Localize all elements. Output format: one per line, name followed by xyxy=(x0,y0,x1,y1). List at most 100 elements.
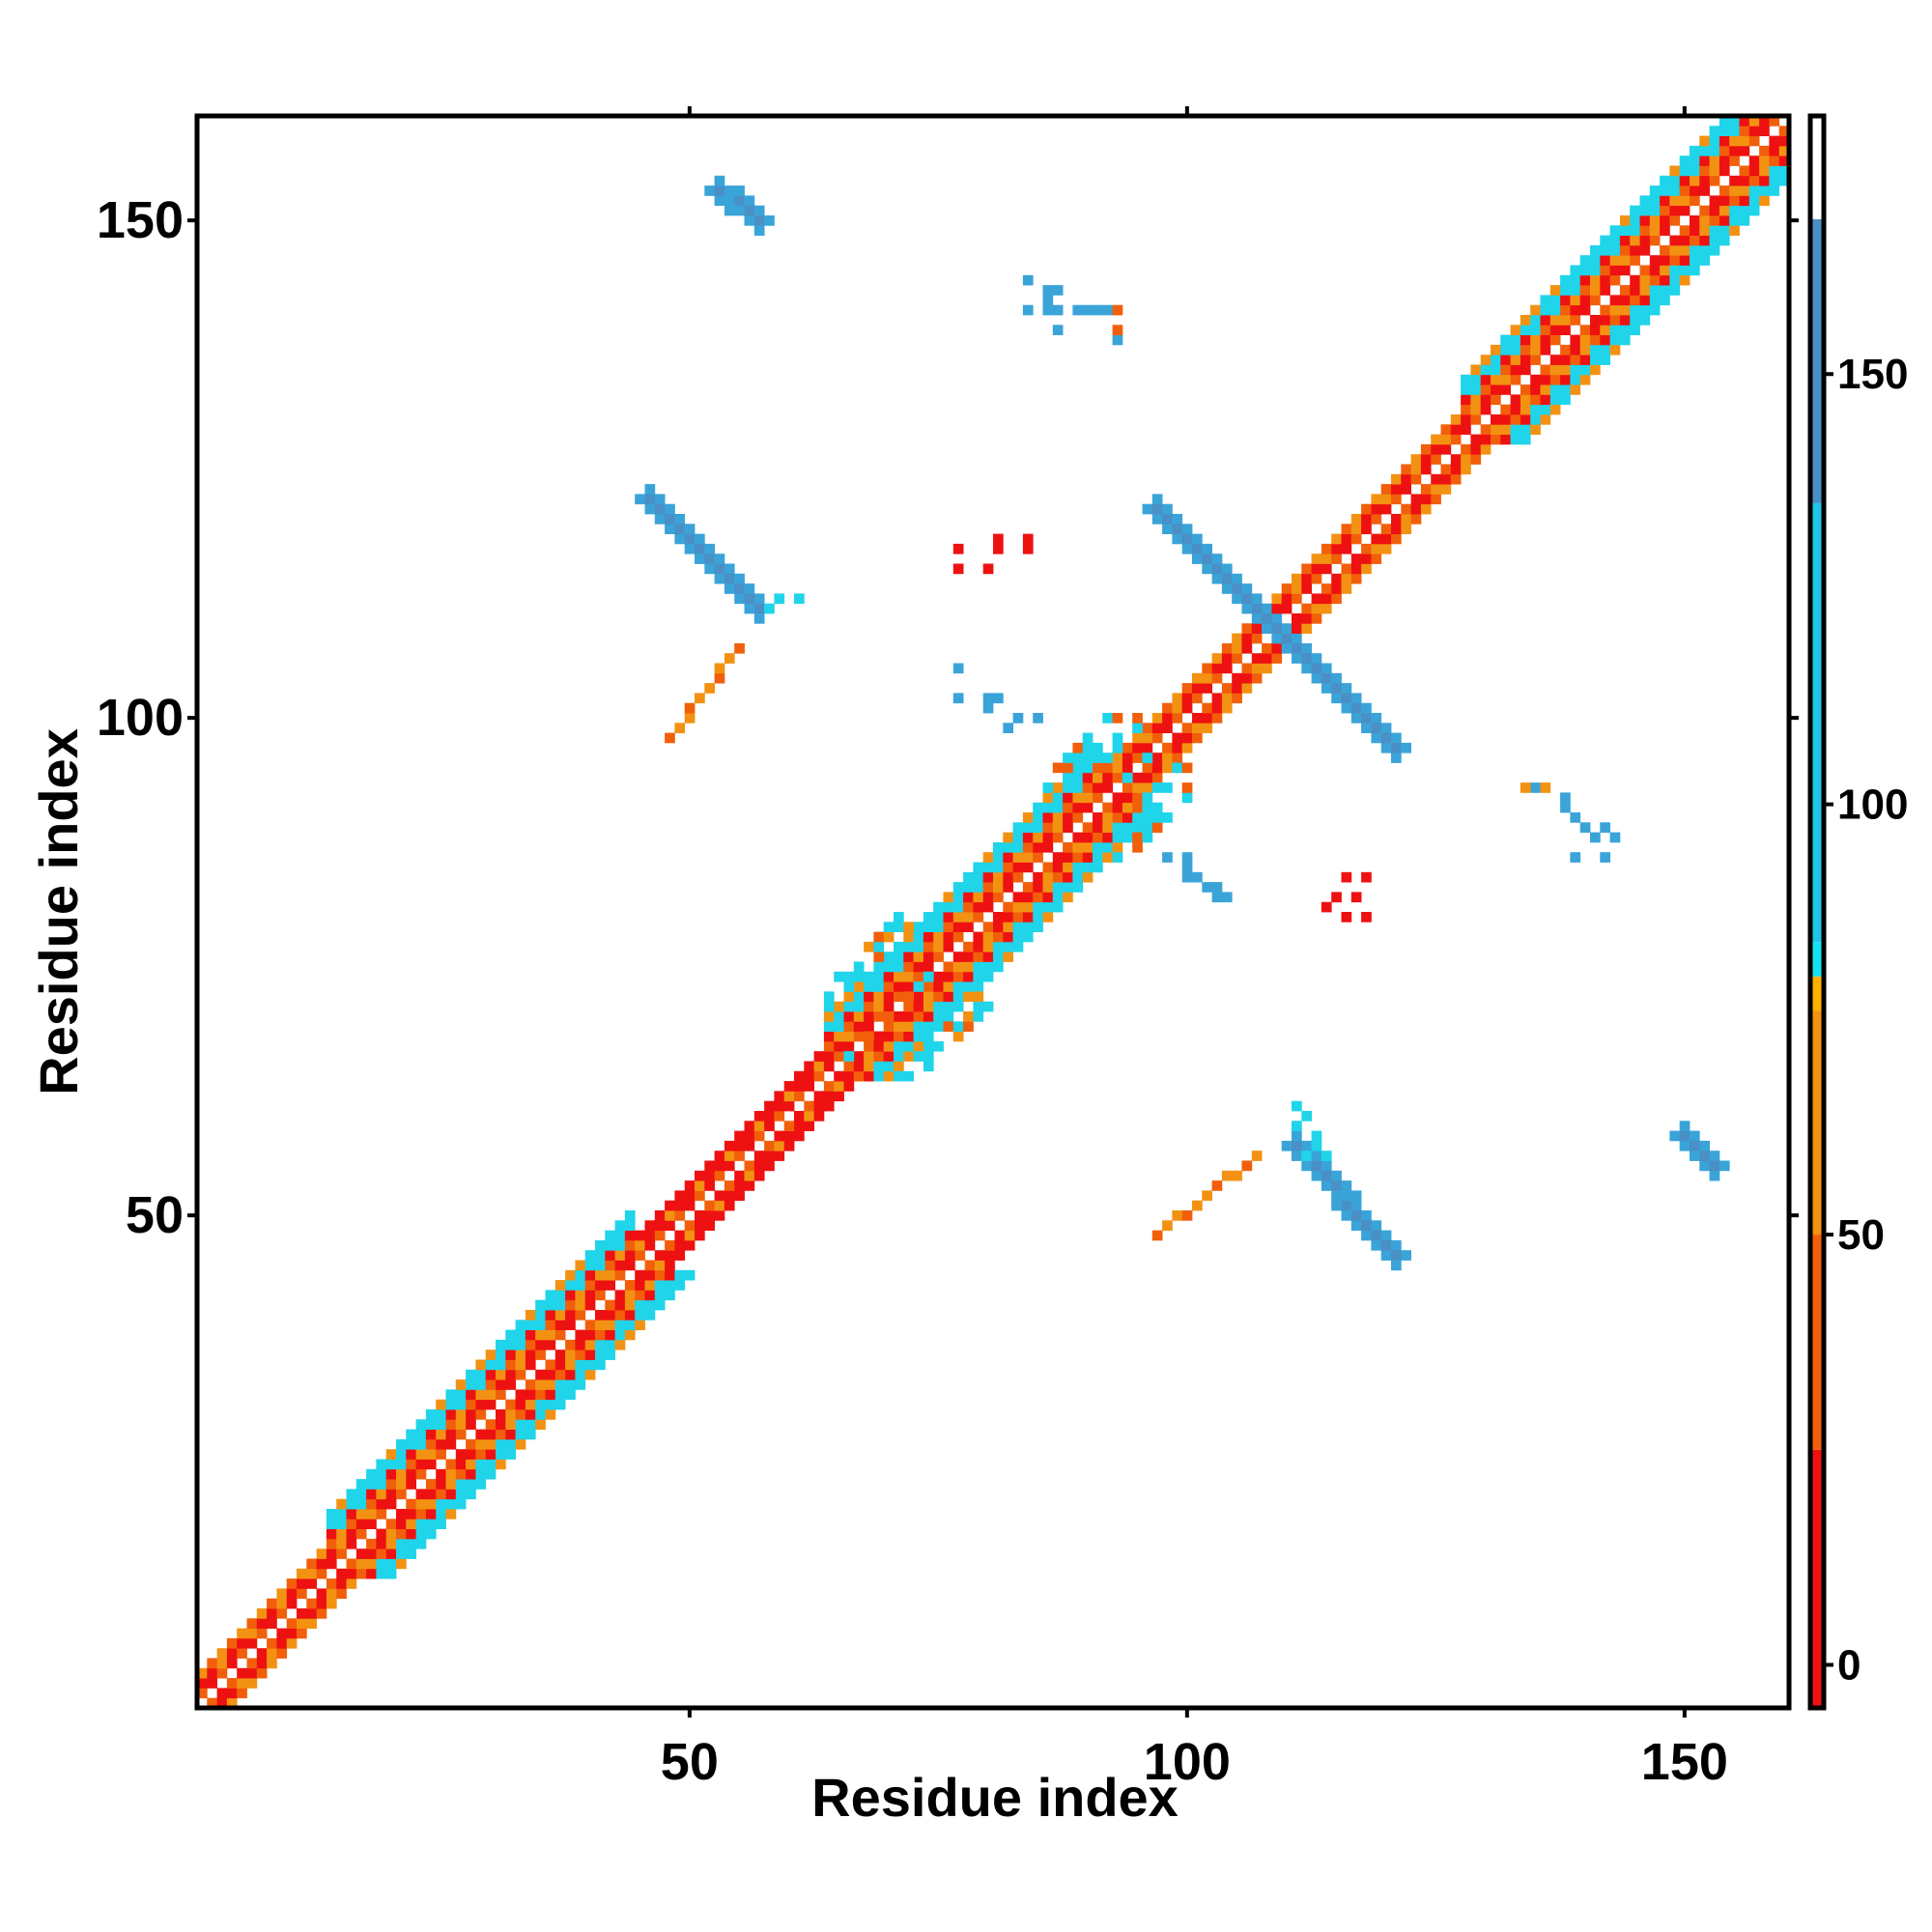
heatmap-cell-591 xyxy=(864,1051,874,1062)
heatmap-cell-1669 xyxy=(1042,304,1054,316)
heatmap-cell-414 xyxy=(605,1280,615,1291)
heatmap-cell-1029 xyxy=(1341,573,1352,584)
heatmap-cell-348 xyxy=(545,1310,556,1321)
heatmap-cell-428 xyxy=(614,1260,626,1271)
heatmap-cell-1052 xyxy=(1361,514,1372,525)
heatmap-cell-390 xyxy=(584,1299,596,1311)
heatmap-cell-1348 xyxy=(1649,185,1661,196)
heatmap-cell-331 xyxy=(545,1359,556,1371)
heatmap-cell-1744 xyxy=(943,1021,954,1032)
heatmap-cell-948 xyxy=(1192,693,1203,704)
heatmap-cell-568 xyxy=(823,1040,835,1052)
heatmap-cell-151 xyxy=(396,1509,407,1520)
heatmap-cell-329 xyxy=(584,1369,596,1380)
heatmap-cell-479 xyxy=(704,1220,715,1231)
heatmap-cell-1619 xyxy=(1380,1239,1392,1251)
heatmap-cell-364 xyxy=(554,1280,566,1291)
heatmap-cell-1688 xyxy=(982,693,994,704)
heatmap-cell-839 xyxy=(1102,852,1113,863)
heatmap-cell-1050 xyxy=(1361,524,1372,534)
heatmap-cell-1649 xyxy=(714,672,725,684)
heatmap-cell-27 xyxy=(256,1658,268,1669)
heatmap-cell-1501 xyxy=(704,563,715,575)
heatmap-cell-1243 xyxy=(1579,325,1591,335)
heatmap-cell-1410 xyxy=(1709,175,1720,186)
heatmap-cell-556 xyxy=(804,1061,814,1072)
heatmap-cell-1008 xyxy=(1292,593,1302,605)
heatmap-cell-1185 xyxy=(1540,374,1551,385)
heatmap-cell-1739 xyxy=(933,1040,944,1052)
heatmap-cell-708 xyxy=(943,941,954,952)
heatmap-cell-1314 xyxy=(1630,255,1640,266)
heatmap-cell-255 xyxy=(515,1429,526,1440)
heatmap-cell-915 xyxy=(1151,762,1163,774)
heatmap-cell-1563 xyxy=(1321,672,1332,684)
heatmap-cell-1417 xyxy=(1748,185,1760,196)
heatmap-cell-1004 xyxy=(1281,593,1293,605)
heatmap-cell-776 xyxy=(993,852,1004,863)
heatmap-cell-833 xyxy=(1072,852,1084,863)
heatmap-cell-47 xyxy=(297,1628,307,1639)
heatmap-cell-781 xyxy=(1012,892,1024,903)
heatmap-cell-1395 xyxy=(1739,205,1750,216)
heatmap-cell-888 xyxy=(1093,792,1103,804)
heatmap-cell-1469 xyxy=(724,205,735,216)
heatmap-cell-1708 xyxy=(1181,862,1193,873)
heatmap-cell-14 xyxy=(216,1658,228,1669)
heatmap-cell-1167 xyxy=(1549,394,1561,406)
heatmap-cell-221 xyxy=(496,1459,506,1470)
heatmap-cell-1558 xyxy=(1311,653,1322,664)
heatmap-cell-143 xyxy=(406,1519,416,1529)
heatmap-cell-1643 xyxy=(665,732,675,744)
heatmap-cell-1597 xyxy=(1321,1180,1332,1191)
heatmap-cell-32 xyxy=(246,1628,258,1639)
heatmap-cell-282 xyxy=(496,1389,506,1401)
heatmap-cell-1770 xyxy=(1142,832,1153,843)
heatmap-cell-1749 xyxy=(883,1011,895,1022)
heatmap-cell-1409 xyxy=(1759,195,1770,207)
heatmap-cell-1171 xyxy=(1520,384,1531,395)
heatmap-cell-447 xyxy=(674,1269,686,1281)
heatmap-cell-1347 xyxy=(1699,244,1710,256)
heatmap-cell-237 xyxy=(475,1438,487,1450)
heatmap-cell-1288 xyxy=(1600,235,1610,246)
heatmap-cell-671 xyxy=(963,991,974,1003)
heatmap-cell-527 xyxy=(783,1140,795,1151)
heatmap-cell-907 xyxy=(1132,772,1143,783)
plot-frame xyxy=(194,113,1792,1711)
heatmap-cell-555 xyxy=(823,1091,835,1102)
heatmap-cell-1516 xyxy=(753,613,765,624)
heatmap-cell-1745 xyxy=(873,941,885,952)
heatmap-cell-1784 xyxy=(1181,782,1193,793)
heatmap-cell-544 xyxy=(783,1081,795,1092)
heatmap-cell-653 xyxy=(923,1001,934,1012)
heatmap-cell-1207 xyxy=(1549,355,1561,365)
heatmap-cell-64 xyxy=(297,1568,307,1579)
heatmap-cell-519 xyxy=(764,1151,775,1161)
heatmap-cell-762 xyxy=(982,871,994,883)
heatmap-cell-1113 xyxy=(1480,434,1492,445)
heatmap-cell-1300 xyxy=(1609,225,1621,236)
heatmap-cell-1400 xyxy=(1699,175,1710,186)
heatmap-cell-868 xyxy=(1072,792,1084,804)
heatmap-cell-1231 xyxy=(1570,334,1581,346)
heatmap-cell-1767 xyxy=(1063,762,1073,774)
heatmap-cell-231 xyxy=(496,1449,506,1460)
heatmap-cell-1159 xyxy=(1510,394,1521,406)
heatmap-cell-1553 xyxy=(1292,653,1302,664)
heatmap-cell-74 xyxy=(316,1558,327,1570)
heatmap-cell-1466 xyxy=(714,185,725,196)
heatmap-cell-939 xyxy=(1192,723,1203,733)
heatmap-cell-1650 xyxy=(714,663,725,674)
heatmap-cell-239 xyxy=(485,1438,497,1450)
heatmap-cell-1712 xyxy=(1211,882,1223,893)
heatmap-cell-1436 xyxy=(1729,145,1740,156)
heatmap-cell-565 xyxy=(834,1070,844,1082)
heatmap-cell-1116 xyxy=(1461,394,1471,406)
heatmap-cell-795 xyxy=(1033,882,1043,893)
heatmap-cell-1394 xyxy=(1690,156,1700,166)
heatmap-cell-1134 xyxy=(1480,404,1492,415)
heatmap-cell-513 xyxy=(753,1160,765,1172)
